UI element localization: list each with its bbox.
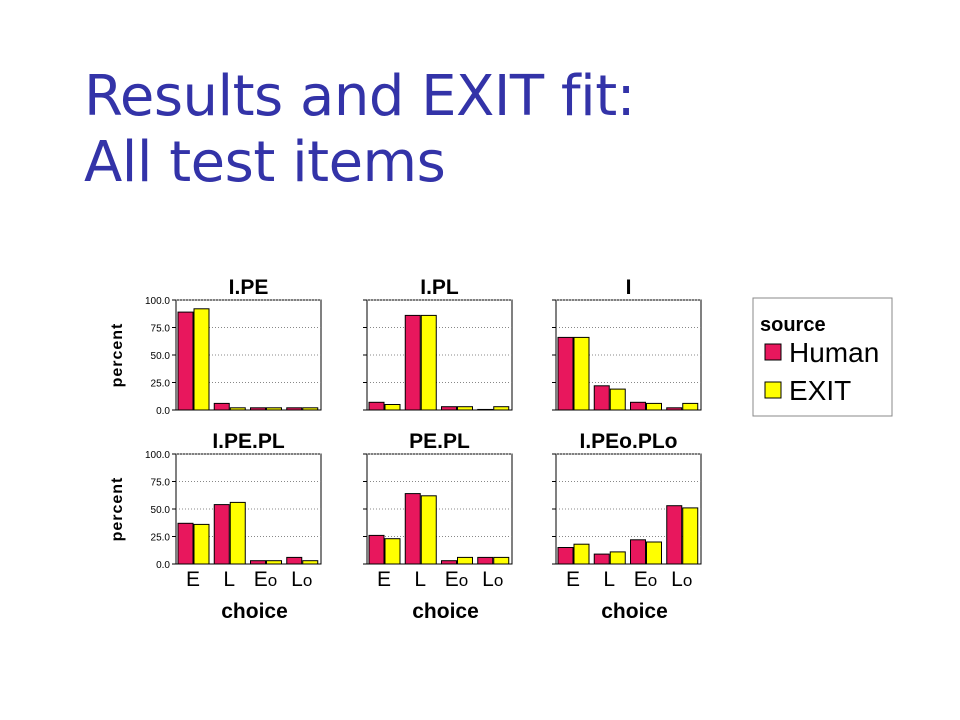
bar-human-e [557, 547, 574, 565]
chart-panel-3: I [552, 276, 702, 411]
y-tick-label: 100.0 [145, 450, 170, 461]
bar-human-lo [666, 505, 683, 565]
bar-human-eo [250, 560, 266, 565]
bar-human-eo [630, 401, 646, 411]
chart-panel-4: 100.0 75.0 50.0 25.0 0.0 percent I.PE.PL E L Eo Lo… [109, 430, 322, 623]
x-tick-label: Eo [254, 568, 277, 591]
bar-human-l [404, 314, 421, 411]
y-tick-label: 75.0 [151, 478, 171, 489]
bar-exit-e [193, 308, 210, 411]
bar-human-l [213, 504, 230, 565]
bar-human-e [557, 336, 574, 411]
bar-exit-l [229, 407, 246, 411]
bar-exit-lo [493, 406, 510, 411]
x-tick-label: Eo [634, 568, 657, 591]
bar-exit-lo [302, 560, 319, 565]
bar-exit-lo [682, 507, 699, 565]
bar-human-e [177, 311, 194, 411]
y-tick-label: 25.0 [151, 533, 171, 544]
bar-exit-l [609, 388, 626, 411]
chart-title: I.PEo.PLo [579, 430, 677, 453]
bar-human-eo [250, 407, 266, 411]
y-tick-label: 0.0 [156, 406, 170, 417]
chart-title: I [626, 276, 632, 299]
bar-human-lo [477, 408, 494, 411]
bar-exit-e [573, 336, 590, 411]
bar-human-eo [441, 406, 457, 411]
bar-exit-l [609, 551, 626, 565]
bar-human-eo [441, 560, 457, 565]
bar-human-l [213, 402, 230, 411]
slide-title: Results and EXIT fit: All test items [84, 64, 636, 196]
x-tick-label: Lo [482, 568, 503, 591]
bar-human-e [368, 534, 385, 565]
x-tick-label: Lo [671, 568, 692, 591]
bar-exit-eo [266, 560, 282, 565]
bar-exit-lo [682, 402, 699, 411]
bar-exit-e [573, 543, 590, 565]
bar-human-e [177, 522, 194, 565]
bar-exit-l [229, 501, 246, 565]
bar-exit-eo [646, 402, 662, 411]
y-tick-label: 100.0 [145, 296, 170, 307]
bar-exit-eo [457, 556, 473, 565]
legend-swatch-human [764, 343, 782, 361]
x-tick-label: Lo [291, 568, 312, 591]
bar-human-lo [286, 407, 303, 411]
legend-swatch-exit [764, 381, 782, 399]
slide-title-line-1: Results and EXIT fit: [84, 64, 636, 129]
bar-exit-e [384, 538, 401, 565]
bar-human-e [368, 401, 385, 411]
x-axis-label: choice [412, 600, 479, 623]
x-tick-label: E [566, 568, 580, 591]
y-axis-label: percent [109, 477, 126, 542]
bar-exit-l [420, 314, 437, 411]
bar-human-l [404, 493, 421, 565]
chart-title: I.PE.PL [212, 430, 285, 453]
bar-exit-eo [646, 541, 662, 565]
y-tick-label: 0.0 [156, 560, 170, 571]
chart-title: PE.PL [409, 430, 470, 453]
x-axis-label: choice [601, 600, 668, 623]
y-tick-label: 50.0 [151, 505, 171, 516]
x-tick-label: Eo [445, 568, 468, 591]
chart-title: I.PE [229, 276, 269, 299]
chart-title: I.PL [420, 276, 459, 299]
x-axis-label: choice [221, 600, 288, 623]
bar-exit-eo [266, 407, 282, 411]
y-tick-label: 75.0 [151, 324, 171, 335]
bar-exit-e [193, 523, 210, 565]
bar-human-lo [666, 407, 683, 411]
bar-human-l [593, 385, 610, 411]
x-tick-label: E [377, 568, 391, 591]
bar-human-lo [286, 556, 303, 565]
y-tick-label: 25.0 [151, 379, 171, 390]
bar-human-eo [630, 539, 646, 565]
y-tick-label: 50.0 [151, 351, 171, 362]
legend-title: source [760, 314, 826, 336]
x-tick-label: L [223, 568, 235, 591]
x-tick-label: E [186, 568, 200, 591]
bar-exit-eo [457, 406, 473, 411]
bar-exit-l [420, 495, 437, 565]
x-tick-label: L [414, 568, 426, 591]
bar-exit-lo [302, 407, 319, 411]
chart-panel-1: 100.0 75.0 50.0 25.0 0.0 percent I.PE [109, 276, 322, 417]
bar-exit-lo [493, 556, 510, 565]
bar-human-lo [477, 556, 494, 565]
slide-title-line-2: All test items [84, 130, 446, 195]
bar-human-l [593, 553, 610, 565]
bar-exit-e [384, 404, 401, 411]
x-tick-label: L [603, 568, 615, 591]
legend-label-exit: EXIT [789, 375, 851, 406]
legend-label-human: Human [789, 337, 879, 368]
chart-panel-2: I.PL [363, 276, 513, 411]
y-axis-label: percent [109, 323, 126, 388]
